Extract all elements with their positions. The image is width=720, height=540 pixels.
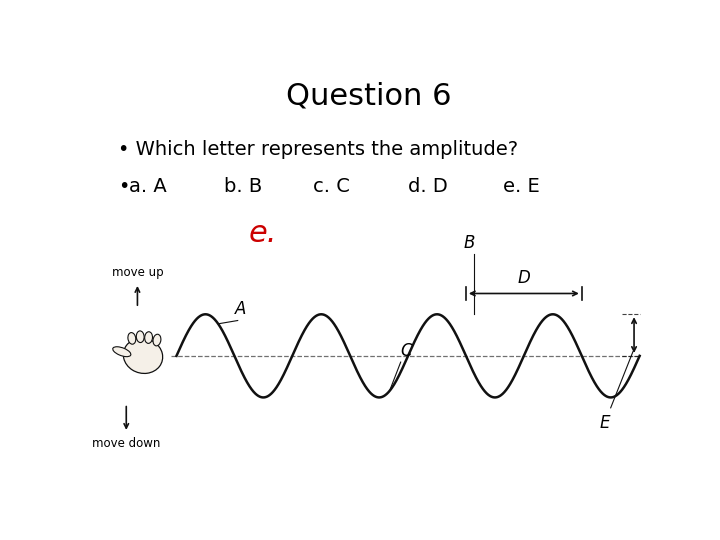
Text: c. C: c. C bbox=[313, 177, 350, 196]
Text: •: • bbox=[118, 177, 130, 196]
Ellipse shape bbox=[113, 347, 131, 356]
Ellipse shape bbox=[136, 331, 144, 342]
Text: move down: move down bbox=[92, 437, 161, 450]
Text: A: A bbox=[235, 300, 246, 319]
Text: C: C bbox=[401, 342, 413, 360]
Ellipse shape bbox=[145, 332, 153, 343]
Text: Question 6: Question 6 bbox=[287, 82, 451, 111]
Text: a. A: a. A bbox=[129, 177, 167, 196]
Text: b. B: b. B bbox=[224, 177, 262, 196]
Ellipse shape bbox=[153, 334, 161, 346]
Ellipse shape bbox=[123, 338, 163, 374]
Text: d. D: d. D bbox=[408, 177, 448, 196]
Text: move up: move up bbox=[112, 266, 163, 279]
Text: E: E bbox=[600, 414, 611, 432]
Text: B: B bbox=[463, 234, 474, 252]
Text: e.: e. bbox=[249, 219, 277, 248]
Text: D: D bbox=[518, 269, 530, 287]
Text: • Which letter represents the amplitude?: • Which letter represents the amplitude? bbox=[118, 140, 518, 159]
Text: e. E: e. E bbox=[503, 177, 540, 196]
Ellipse shape bbox=[128, 333, 136, 344]
